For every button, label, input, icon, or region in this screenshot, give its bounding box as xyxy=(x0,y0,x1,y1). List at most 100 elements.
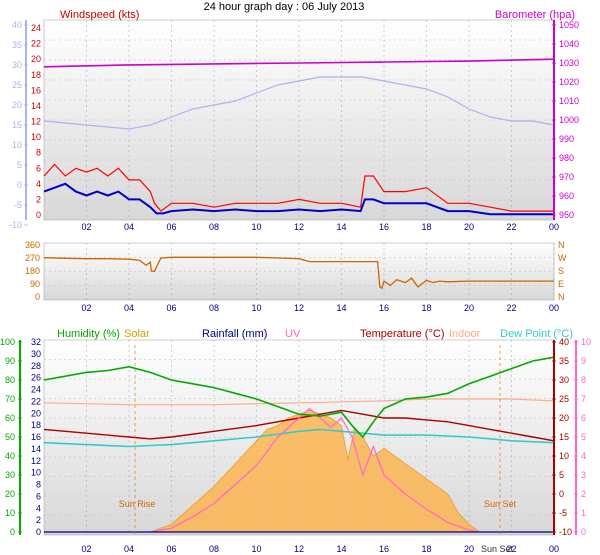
right-tick-label: 950 xyxy=(559,210,574,220)
rainfall-tick-label: 4 xyxy=(36,503,41,513)
right-tick-label: 960 xyxy=(559,191,574,201)
humidity-tick-label: 60 xyxy=(5,413,15,423)
x-tick-label: 02 xyxy=(81,544,91,554)
right-tick-label: 1020 xyxy=(559,77,579,87)
left-inner-tick-label: 20 xyxy=(31,54,41,64)
temperature-humidity-panel: Humidity (%) Solar Rainfall (mm) UV Temp… xyxy=(0,328,591,554)
right-tick-label: 1050 xyxy=(559,20,579,30)
left-outer-tick-label: 0 xyxy=(17,180,22,190)
sunset-label: Sun Set xyxy=(484,499,517,509)
temperature-tick-label: 15 xyxy=(559,432,569,442)
x-tick-label: 16 xyxy=(379,544,389,554)
left-inner-tick-label: 24 xyxy=(31,23,41,33)
direction-degree-label: 270 xyxy=(25,253,40,263)
left-inner-tick-label: 0 xyxy=(36,210,41,220)
legend-dewpoint: Dew Point (°C) xyxy=(500,328,573,340)
rainfall-tick-label: 24 xyxy=(31,385,41,395)
left-inner-tick-label: 2 xyxy=(36,194,41,204)
rainfall-tick-label: 6 xyxy=(36,491,41,501)
windspeed-gust-line xyxy=(43,163,554,212)
legend-windspeed: Windspeed (kts) xyxy=(60,9,139,21)
x-tick-label: 06 xyxy=(166,222,176,232)
uv-tick-label: 2 xyxy=(581,489,586,499)
temperature-line xyxy=(43,409,555,442)
x-tick-label: 10 xyxy=(251,222,261,232)
x-tick-label: 22 xyxy=(506,544,516,554)
legend-solar: Solar xyxy=(124,328,150,340)
indoor-temperature-line xyxy=(43,398,555,406)
x-tick-label: 22 xyxy=(506,222,516,232)
rainfall-tick-label: 22 xyxy=(31,396,41,406)
x-tick-label: 12 xyxy=(294,544,304,554)
temperature-tick-label: 35 xyxy=(559,356,569,366)
humidity-tick-label: 20 xyxy=(5,489,15,499)
x-tick-label: 12 xyxy=(294,222,304,232)
left-inner-tick-label: 10 xyxy=(31,132,41,142)
left-outer-tick-label: 30 xyxy=(12,60,22,70)
x-tick-label: 14 xyxy=(336,544,346,554)
x-tick-label: 20 xyxy=(464,544,474,554)
compass-label: W xyxy=(558,253,567,263)
humidity-tick-label: 50 xyxy=(5,432,15,442)
rainfall-tick-label: 32 xyxy=(31,337,41,347)
direction-degree-label: 360 xyxy=(25,240,40,250)
left-outer-tick-label: 35 xyxy=(12,40,22,50)
x-tick-label: 18 xyxy=(421,222,431,232)
compass-label: E xyxy=(558,279,564,289)
dew-point-line xyxy=(43,428,555,448)
left-inner-tick-label: 4 xyxy=(36,179,41,189)
x-tick-label: 20 xyxy=(464,303,474,313)
left-outer-tick-label: 15 xyxy=(12,120,22,130)
direction-degree-label: 0 xyxy=(35,292,40,302)
x-tick-label: 00 xyxy=(549,544,559,554)
uv-line xyxy=(150,407,480,533)
right-tick-label: 1040 xyxy=(559,39,579,49)
x-tick-label: 02 xyxy=(81,222,91,232)
compass-label: N xyxy=(558,240,565,250)
x-tick-label: 20 xyxy=(464,222,474,232)
humidity-tick-label: 70 xyxy=(5,394,15,404)
rainfall-tick-label: 2 xyxy=(36,515,41,525)
left-inner-tick-label: 6 xyxy=(36,163,41,173)
humidity-tick-label: 100 xyxy=(0,337,15,347)
rainfall-tick-label: 18 xyxy=(31,420,41,430)
x-tick-label: 08 xyxy=(209,222,219,232)
right-tick-label: 1030 xyxy=(559,58,579,68)
compass-label: N xyxy=(558,292,565,302)
rainfall-tick-label: 10 xyxy=(31,468,41,478)
x-tick-label: 22 xyxy=(506,303,516,313)
humidity-line xyxy=(43,356,555,439)
left-outer-tick-label: 25 xyxy=(12,80,22,90)
x-tick-label: 10 xyxy=(251,544,261,554)
x-tick-label: 06 xyxy=(166,303,176,313)
x-tick-label: 08 xyxy=(209,544,219,554)
uv-tick-label: 5 xyxy=(581,432,586,442)
x-tick-label: 04 xyxy=(124,544,134,554)
humidity-tick-label: 10 xyxy=(5,508,15,518)
legend-barometer: Barometer (hpa) xyxy=(495,9,575,21)
uv-tick-label: 4 xyxy=(581,451,586,461)
rainfall-tick-label: 14 xyxy=(31,444,41,454)
temperature-tick-label: 20 xyxy=(559,413,569,423)
x-tick-label: 18 xyxy=(421,544,431,554)
x-tick-label: 04 xyxy=(124,303,134,313)
page-title: 24 hour graph day : 06 July 2013 xyxy=(204,1,365,13)
right-tick-label: 1010 xyxy=(559,96,579,106)
sunrise-label: Sun Rise xyxy=(119,499,156,509)
right-tick-label: 1000 xyxy=(559,115,579,125)
x-tick-label: 06 xyxy=(166,544,176,554)
rainfall-tick-label: 0 xyxy=(36,527,41,537)
x-tick-label: 10 xyxy=(251,303,261,313)
x-tick-label: 12 xyxy=(294,303,304,313)
left-inner-tick-label: 14 xyxy=(31,101,41,111)
humidity-tick-label: 0 xyxy=(10,527,15,537)
left-outer-tick-label: -10 xyxy=(9,220,22,230)
left-outer-tick-label: 20 xyxy=(12,100,22,110)
uv-tick-label: 8 xyxy=(581,375,586,385)
left-inner-tick-label: 16 xyxy=(31,85,41,95)
uv-tick-label: 9 xyxy=(581,356,586,366)
rainfall-tick-label: 16 xyxy=(31,432,41,442)
uv-tick-label: 0 xyxy=(581,527,586,537)
rainfall-tick-label: 20 xyxy=(31,408,41,418)
temperature-tick-label: 40 xyxy=(559,337,569,347)
